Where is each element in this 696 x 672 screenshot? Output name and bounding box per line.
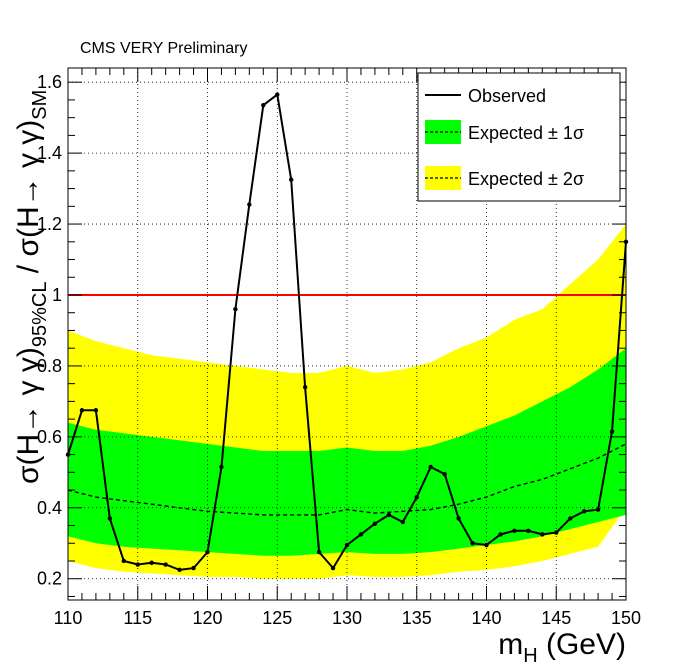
observed-point xyxy=(93,408,99,413)
observed-point xyxy=(302,385,308,390)
x-axis-title-sub: H xyxy=(523,645,537,667)
y-tick-label: 1.4 xyxy=(37,143,62,163)
expected-1sigma-band xyxy=(68,348,626,556)
observed-point xyxy=(400,519,405,525)
observed-point xyxy=(149,560,154,565)
y-tick-label: 0.6 xyxy=(37,427,62,447)
observed-point xyxy=(261,103,266,108)
observed-point xyxy=(386,512,392,518)
observed-point xyxy=(456,516,461,521)
legend-observed-label: Observed xyxy=(468,86,546,106)
observed-point xyxy=(484,542,489,548)
observed-point xyxy=(247,202,252,207)
observed-point xyxy=(428,464,433,470)
legend: Observed Expected ± 1σ Expected ± 2σ xyxy=(417,72,621,202)
expected-median-line xyxy=(67,443,627,516)
y-tick-label: 0.8 xyxy=(37,356,62,376)
observed-point xyxy=(135,562,140,567)
y-axis-title-part2: / σ(H→ γ γ) xyxy=(12,120,45,282)
expected-bands xyxy=(68,224,626,579)
observed-point xyxy=(177,567,182,573)
observed-point xyxy=(344,542,350,548)
observed-point xyxy=(442,471,447,477)
y-axis-title-sub1: 95%CL xyxy=(29,282,51,348)
observed-point xyxy=(568,516,573,521)
observed-point xyxy=(191,565,196,571)
observed-point xyxy=(540,532,545,537)
observed-point xyxy=(498,532,503,537)
x-axis-title: mH (GeV) xyxy=(498,628,626,667)
observed-point xyxy=(581,509,587,514)
x-tick-label: 145 xyxy=(541,608,571,628)
observed-point xyxy=(219,464,224,470)
observed-point xyxy=(414,494,419,500)
x-tick-label: 125 xyxy=(262,608,292,628)
observed-point xyxy=(526,528,531,534)
observed-point xyxy=(470,541,475,546)
observed-point xyxy=(316,549,322,555)
observed-point xyxy=(595,507,601,512)
y-tick-label: 0.2 xyxy=(37,569,62,589)
observed-point xyxy=(330,565,336,571)
observed-point xyxy=(372,521,378,526)
observed-point xyxy=(163,562,168,567)
y-axis-title: σ(H→ γ γ)95%CL / σ(H→ γ γ)SM xyxy=(12,90,51,484)
y-axis-title-part1: σ(H→ γ γ) xyxy=(12,347,45,484)
observed-point xyxy=(554,530,559,535)
observed-point xyxy=(609,429,615,434)
tick-labels: 110 115 120 125 130 135 140 145 150 0.2 0.4 0.6 0.8 1… xyxy=(37,72,641,628)
legend-expected2-label: Expected ± 2σ xyxy=(468,169,584,189)
data-lines xyxy=(65,92,629,573)
y-tick-label: 1.2 xyxy=(37,214,62,234)
x-tick-label: 120 xyxy=(192,608,222,628)
legend-expected1-label: Expected ± 1σ xyxy=(468,123,584,143)
x-tick-label: 140 xyxy=(471,608,501,628)
y-tick-label: 0.4 xyxy=(37,498,62,518)
x-tick-label: 110 xyxy=(54,608,83,628)
x-axis-title-main: m xyxy=(498,628,523,661)
observed-point xyxy=(275,92,280,97)
observed-point xyxy=(205,549,210,555)
observed-point xyxy=(233,306,238,312)
x-tick-label: 150 xyxy=(611,608,641,628)
observed-point xyxy=(358,532,364,537)
axis-ticks xyxy=(67,68,627,600)
observed-point xyxy=(121,558,127,564)
observed-point xyxy=(107,516,113,521)
y-axis-title-sub2: SM xyxy=(29,90,51,120)
observed-point xyxy=(79,408,85,413)
observed-point xyxy=(512,528,517,534)
chart-header: CMS VERY Preliminary xyxy=(80,40,247,57)
observed-point xyxy=(289,177,294,182)
x-axis-title-rest: (GeV) xyxy=(538,628,626,661)
y-tick-label: 1.6 xyxy=(37,72,62,92)
y-tick-label: 1 xyxy=(52,285,62,305)
x-tick-label: 115 xyxy=(123,608,152,628)
x-tick-label: 135 xyxy=(402,608,432,628)
x-tick-label: 130 xyxy=(332,608,362,628)
plot-area xyxy=(65,67,629,601)
